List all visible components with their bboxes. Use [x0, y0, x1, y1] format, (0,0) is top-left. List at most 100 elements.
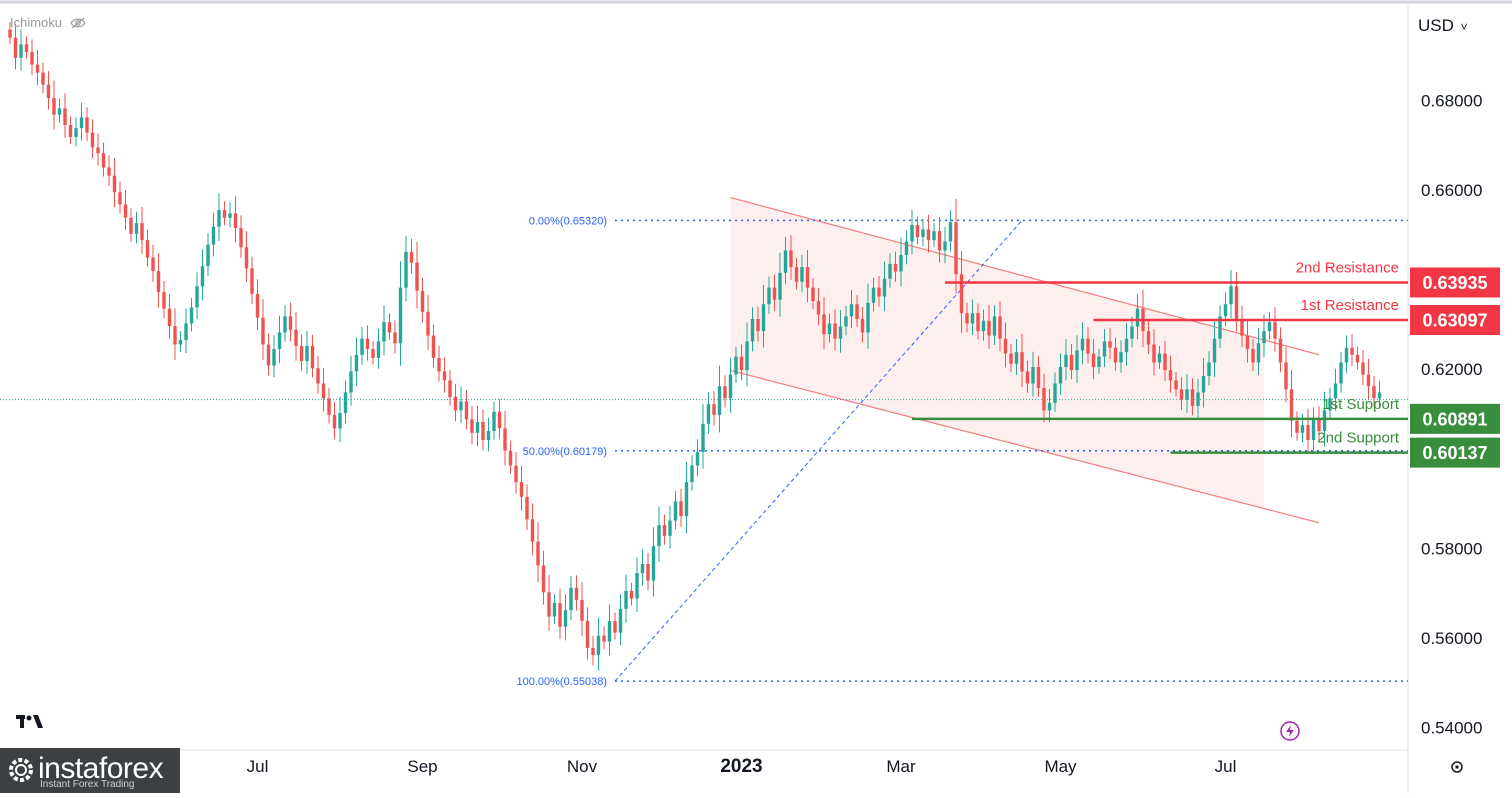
candle-body [657, 525, 661, 547]
candle-body [899, 254, 903, 272]
time-axis-tick: Jul [247, 757, 269, 776]
resistance-price-badge [1410, 267, 1500, 298]
candle-body [371, 349, 375, 358]
candle-body [404, 251, 408, 288]
channel-lower-line [730, 369, 1320, 524]
candle-body [123, 204, 128, 218]
candle-body [1157, 353, 1162, 363]
support-level-label: 2nd Support [1317, 430, 1400, 447]
candle-body [558, 603, 562, 627]
candle-body [734, 356, 738, 375]
candle-body [1174, 380, 1178, 390]
candle-body [1328, 398, 1332, 411]
candle-body [52, 98, 56, 115]
candle-body [145, 240, 150, 258]
candle-body [409, 251, 414, 263]
candle-body [1322, 410, 1327, 432]
candle-body [211, 226, 216, 245]
candle-body [1009, 353, 1013, 364]
candle-body [173, 326, 177, 345]
support-price-badge [1410, 403, 1500, 434]
candle-body [1344, 347, 1349, 363]
candle-body [415, 262, 419, 291]
candle-body [178, 340, 183, 345]
candle-body [904, 241, 909, 255]
candle-body [1113, 347, 1118, 363]
brand-tagline: Instant Forex Trading [40, 779, 135, 790]
candle-body [74, 128, 78, 138]
candle-body [569, 587, 573, 611]
candle-body [338, 413, 342, 429]
candle-body [1146, 331, 1151, 345]
candle-body [508, 450, 513, 466]
candle-body [514, 465, 518, 483]
candle-body [1053, 383, 1057, 403]
time-axis-tick: Nov [567, 757, 598, 776]
candle-body [464, 401, 469, 420]
currency-selector[interactable]: USD ˅ [1418, 16, 1468, 36]
candle-body [893, 263, 898, 272]
candle-body [739, 356, 744, 371]
candle-body [112, 175, 117, 193]
candle-body [998, 316, 1002, 339]
candle-body [1130, 326, 1134, 339]
price-axis-tick: 0.56000 [1421, 629, 1482, 648]
candle-body [833, 323, 837, 339]
candle-body [1377, 392, 1382, 399]
candle-body [321, 383, 326, 399]
resistance-level-label: 2nd Resistance [1296, 259, 1399, 276]
candle-body [552, 603, 557, 617]
candle-body [800, 267, 804, 282]
candle-body [470, 419, 474, 433]
candle-body [1267, 322, 1272, 332]
candle-body [728, 374, 733, 399]
candle-body [624, 590, 628, 609]
resistance-price-badge-value: 0.63097 [1422, 311, 1487, 331]
candle-body [85, 117, 89, 133]
candle-body [299, 345, 304, 362]
candle-body [767, 287, 771, 305]
candle-body [255, 293, 260, 318]
candle-body [921, 229, 925, 238]
candle-body [1262, 331, 1266, 344]
eye-hidden-icon[interactable] [70, 17, 86, 29]
indicator-legend[interactable]: Ichimoku [10, 15, 86, 30]
candle-body [354, 354, 359, 372]
candle-body [129, 217, 133, 234]
currency-label: USD [1418, 16, 1454, 35]
price-axis-tick: 0.68000 [1421, 91, 1482, 110]
candle-body [580, 599, 584, 621]
candle-body [954, 222, 958, 275]
candle-body [1075, 350, 1079, 371]
brand-name: instaforex [38, 752, 164, 785]
settings-gear-icon[interactable] [1451, 761, 1463, 773]
candle-body [959, 274, 964, 314]
time-axis-tick: Mar [886, 757, 916, 776]
support-level-label: 1st Support [1322, 396, 1400, 413]
candle-body [866, 302, 870, 333]
candle-body [783, 250, 788, 273]
candle-body [706, 404, 711, 424]
candle-body [343, 392, 348, 414]
fibonacci-level-label: 50.00%(0.60179) [523, 446, 607, 458]
candle-body [1339, 362, 1343, 384]
candle-body [184, 323, 188, 341]
candle-body [602, 635, 606, 642]
candle-body [662, 525, 667, 536]
candle-body [90, 132, 95, 148]
lightning-icon[interactable] [1280, 721, 1300, 741]
candle-body [1366, 374, 1371, 387]
tradingview-logo-icon[interactable] [16, 714, 46, 730]
candle-body [57, 108, 62, 115]
candle-body [1361, 362, 1365, 375]
candle-body [1014, 352, 1019, 364]
channel-fill [730, 197, 1264, 509]
candle-body [1207, 362, 1211, 376]
resistance-level-label: 1st Resistance [1301, 297, 1399, 314]
candle-body [151, 257, 155, 272]
candle-body [1333, 383, 1338, 399]
candle-body [1036, 366, 1041, 388]
candle-body [101, 153, 106, 168]
